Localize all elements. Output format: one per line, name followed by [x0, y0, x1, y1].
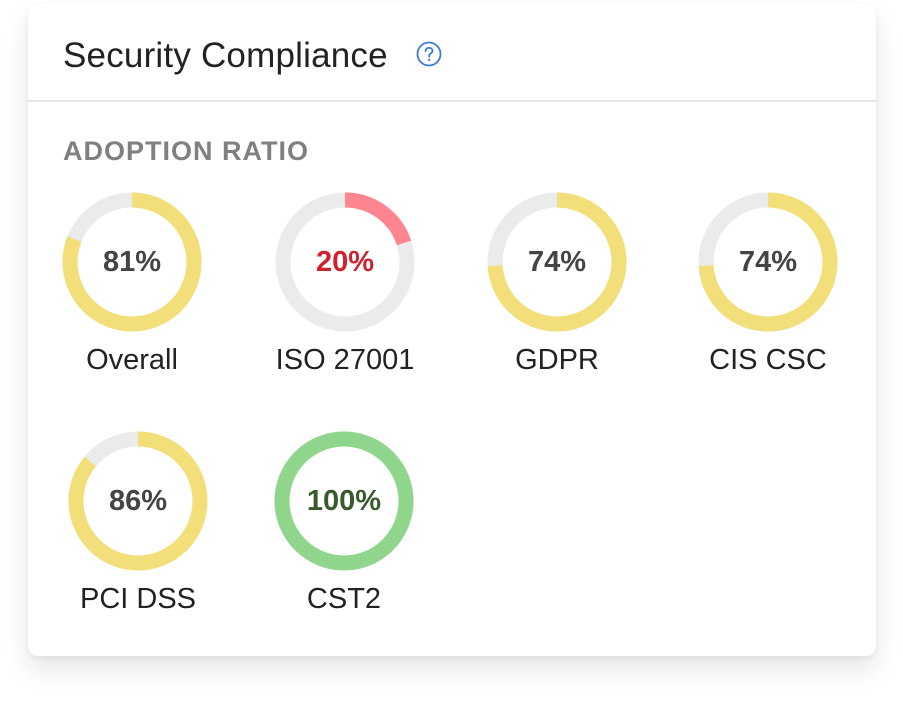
gauge-cis-csc: 74% CIS CSC [668, 192, 868, 392]
gauge-label: CST2 [306, 583, 382, 615]
gauge-ring [487, 192, 627, 332]
gauge-pci-dss: 86% PCI DSS [38, 431, 238, 631]
gauge-percent: 74% [738, 246, 798, 278]
gauge-percent: 86% [108, 485, 168, 517]
card-header: Security Compliance [28, 4, 876, 102]
gauge-percent: 74% [527, 246, 587, 278]
gauge-overall: 81% Overall [32, 192, 232, 392]
gauge-ring [698, 192, 838, 332]
gauge-ring [68, 431, 208, 571]
gauge-label: ISO 27001 [275, 344, 415, 376]
gauge-percent: 20% [315, 246, 375, 278]
gauge-cst2: 100% CST2 [244, 431, 444, 631]
section-title: ADOPTION RATIO [63, 136, 309, 166]
gauge-ring [62, 192, 202, 332]
gauge-label: Overall [86, 344, 178, 376]
gauge-percent: 81% [102, 246, 162, 278]
gauge-ring [275, 192, 415, 332]
gauge-percent: 100% [306, 485, 382, 517]
card-title: Security Compliance [63, 36, 388, 75]
gauge-iso-27001: 20% ISO 27001 [245, 192, 445, 392]
gauge-gdpr: 74% GDPR [457, 192, 657, 392]
gauge-label: PCI DSS [79, 583, 197, 615]
question-circle-icon[interactable] [416, 41, 442, 67]
gauge-ring [274, 431, 414, 571]
security-compliance-card: Security Compliance ADOPTION RATIO 81% O… [28, 4, 876, 656]
gauge-label: CIS CSC [709, 344, 827, 376]
gauge-label: GDPR [515, 344, 599, 376]
